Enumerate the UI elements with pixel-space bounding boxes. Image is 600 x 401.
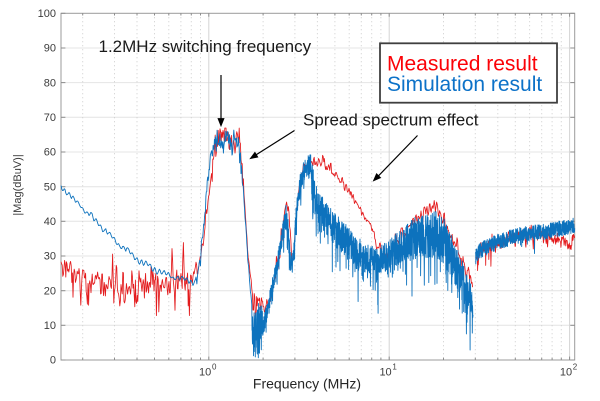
svg-text:|Mag(dBuV)|: |Mag(dBuV)| <box>12 154 24 215</box>
svg-text:70: 70 <box>44 112 56 124</box>
svg-text:100: 100 <box>38 8 56 20</box>
svg-text:10: 10 <box>379 367 391 379</box>
svg-text:Measured result: Measured result <box>387 52 538 75</box>
svg-text:1: 1 <box>392 363 397 372</box>
svg-text:90: 90 <box>44 43 56 55</box>
svg-text:40: 40 <box>44 216 56 228</box>
svg-text:50: 50 <box>44 181 56 193</box>
svg-text:30: 30 <box>44 251 56 263</box>
svg-text:2: 2 <box>573 363 578 372</box>
svg-text:10: 10 <box>44 320 56 332</box>
svg-text:80: 80 <box>44 77 56 89</box>
svg-text:10: 10 <box>560 367 572 379</box>
svg-text:0: 0 <box>212 363 217 372</box>
svg-text:10: 10 <box>199 367 211 379</box>
svg-text:Simulation result: Simulation result <box>387 73 542 96</box>
svg-text:20: 20 <box>44 285 56 297</box>
svg-text:60: 60 <box>44 147 56 159</box>
svg-text:Frequency (MHz): Frequency (MHz) <box>253 376 361 392</box>
svg-text:0: 0 <box>50 355 56 367</box>
svg-text:Spread spectrum effect: Spread spectrum effect <box>303 111 479 130</box>
svg-text:1.2MHz switching frequency: 1.2MHz switching frequency <box>99 37 312 56</box>
